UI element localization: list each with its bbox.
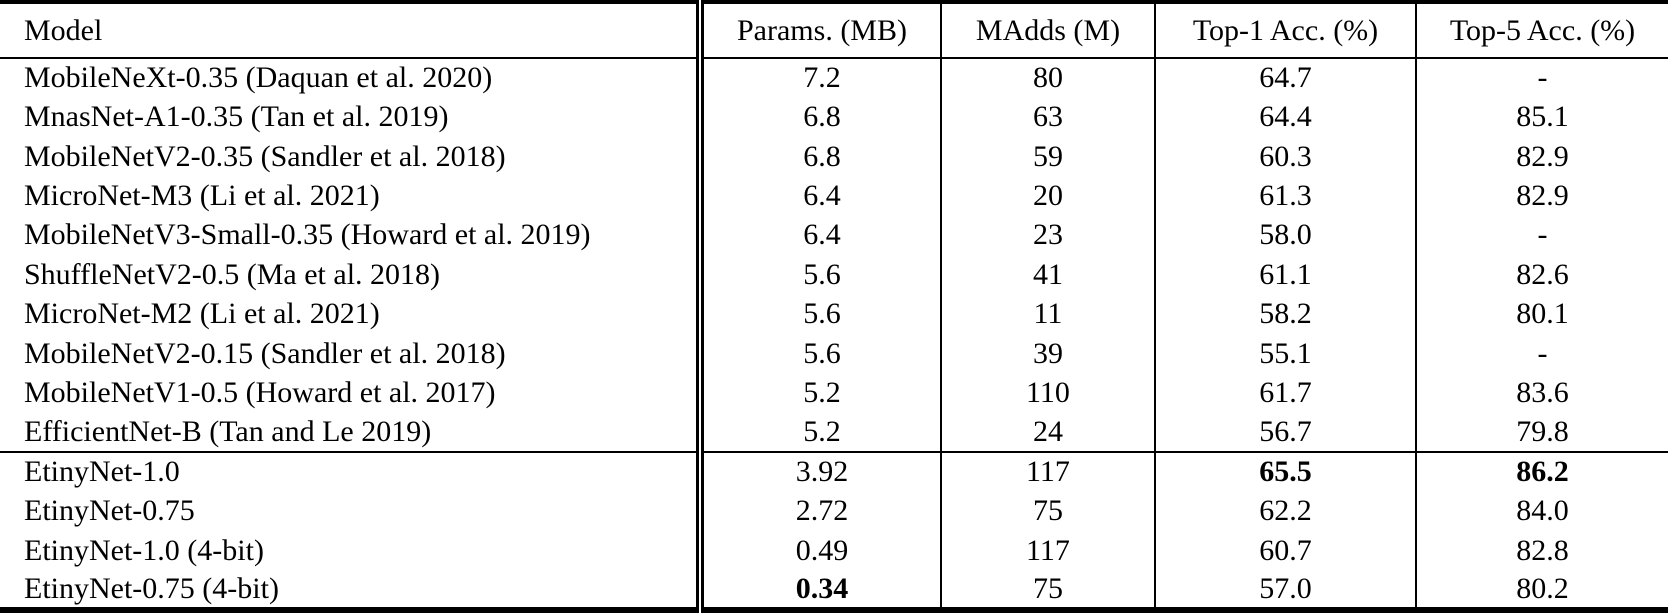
madds-cell: 75 xyxy=(941,491,1156,532)
baseline-models-group: MobileNeXt-0.35 (Daquan et al. 2020) 7.2… xyxy=(0,58,1668,453)
top1-cell: 64.4 xyxy=(1155,97,1417,137)
table-row: MicroNet-M2 (Li et al. 2021) 5.6 11 58.2… xyxy=(0,294,1668,334)
model-name-cell: EtinyNet-0.75 xyxy=(0,491,704,532)
top1-cell: 62.2 xyxy=(1155,491,1417,532)
top1-cell: 60.3 xyxy=(1155,136,1417,177)
params-cell: 3.92 xyxy=(700,452,942,492)
top5-cell: 85.1 xyxy=(1516,100,1569,134)
table-row: EtinyNet-1.0 (4-bit) 0.49 117 60.7 82.8 xyxy=(0,531,1668,571)
model-name-cell: MobileNetV1-0.5 (Howard et al. 2017) xyxy=(0,373,704,413)
params-cell: 5.2 xyxy=(700,412,942,453)
params-cell: 0.34 xyxy=(700,570,942,610)
model-name-cell: MobileNeXt-0.35 (Daquan et al. 2020) xyxy=(0,58,704,98)
etinynet-models-group: EtinyNet-1.0 3.92 117 65.5 86.2 EtinyNet… xyxy=(0,452,1668,610)
madds-cell: 75 xyxy=(941,570,1156,610)
top1-cell: 55.1 xyxy=(1155,333,1417,374)
table-row: MnasNet-A1-0.35 (Tan et al. 2019) 6.8 63… xyxy=(0,97,1668,137)
top1-cell: 58.2 xyxy=(1155,294,1417,334)
madds-cell: 23 xyxy=(941,215,1156,256)
column-header-top1: Top-1 Acc. (%) xyxy=(1155,2,1417,58)
top5-cell: 82.9 xyxy=(1516,178,1569,212)
top1-cell: 57.0 xyxy=(1155,570,1417,610)
column-header-model: Model xyxy=(0,2,704,58)
model-name-cell: MnasNet-A1-0.35 (Tan et al. 2019) xyxy=(0,97,704,137)
params-cell: 6.4 xyxy=(700,215,942,256)
header-row: Model Params. (MB) MAdds (M) Top-1 Acc. … xyxy=(0,2,1668,58)
table-row: MobileNetV3-Small-0.35 (Howard et al. 20… xyxy=(0,215,1668,256)
top1-cell: 61.7 xyxy=(1155,373,1417,413)
madds-cell: 80 xyxy=(941,58,1156,98)
model-name-cell: ShuffleNetV2-0.5 (Ma et al. 2018) xyxy=(0,255,704,295)
model-name-cell: EtinyNet-0.75 (4-bit) xyxy=(0,570,704,610)
table-row: MobileNeXt-0.35 (Daquan et al. 2020) 7.2… xyxy=(0,58,1668,98)
top1-cell: 65.5 xyxy=(1155,452,1417,492)
table-row: EtinyNet-1.0 3.92 117 65.5 86.2 xyxy=(0,452,1668,492)
model-name-cell: MicroNet-M3 (Li et al. 2021) xyxy=(0,176,704,216)
top5-cell: 80.2 xyxy=(1516,571,1569,605)
table-row: EfficientNet-B (Tan and Le 2019) 5.2 24 … xyxy=(0,412,1668,453)
top5-cell: 82.8 xyxy=(1516,533,1569,567)
table-row: MobileNetV2-0.35 (Sandler et al. 2018) 6… xyxy=(0,136,1668,177)
top1-cell: 61.1 xyxy=(1155,255,1417,295)
top1-cell: 64.7 xyxy=(1155,58,1417,98)
model-name-cell: MobileNetV2-0.15 (Sandler et al. 2018) xyxy=(0,333,704,374)
madds-cell: 41 xyxy=(941,255,1156,295)
model-name-cell: MobileNetV2-0.35 (Sandler et al. 2018) xyxy=(0,136,704,177)
madds-cell: 117 xyxy=(941,452,1156,492)
column-header-params: Params. (MB) xyxy=(700,2,942,58)
table-row: MobileNetV1-0.5 (Howard et al. 2017) 5.2… xyxy=(0,373,1668,413)
column-header-top5: Top-5 Acc. (%) xyxy=(1449,13,1636,47)
params-cell: 2.72 xyxy=(700,491,942,532)
model-name-cell: EfficientNet-B (Tan and Le 2019) xyxy=(0,412,704,453)
madds-cell: 11 xyxy=(941,294,1156,334)
top1-cell: 61.3 xyxy=(1155,176,1417,216)
params-cell: 0.49 xyxy=(700,531,942,571)
top5-cell: 86.2 xyxy=(1516,455,1569,489)
top5-cell: 84.0 xyxy=(1516,494,1569,528)
top5-cell: - xyxy=(1537,218,1548,252)
top1-cell: 60.7 xyxy=(1155,531,1417,571)
top5-cell: - xyxy=(1537,61,1548,95)
params-cell: 7.2 xyxy=(700,58,942,98)
table-row: EtinyNet-0.75 2.72 75 62.2 84.0 xyxy=(0,491,1668,532)
params-cell: 5.6 xyxy=(700,255,942,295)
table-row: MobileNetV2-0.15 (Sandler et al. 2018) 5… xyxy=(0,333,1668,374)
model-name-cell: EtinyNet-1.0 xyxy=(0,452,704,492)
top5-cell: 83.6 xyxy=(1516,376,1569,410)
top1-cell: 56.7 xyxy=(1155,412,1417,453)
params-cell: 5.6 xyxy=(700,333,942,374)
madds-cell: 24 xyxy=(941,412,1156,453)
model-name-cell: MobileNetV3-Small-0.35 (Howard et al. 20… xyxy=(0,215,704,256)
top5-cell: 82.6 xyxy=(1516,257,1569,291)
madds-cell: 39 xyxy=(941,333,1156,374)
params-cell: 5.2 xyxy=(700,373,942,413)
params-cell: 6.4 xyxy=(700,176,942,216)
top1-cell: 58.0 xyxy=(1155,215,1417,256)
model-name-cell: MicroNet-M2 (Li et al. 2021) xyxy=(0,294,704,334)
table-row: EtinyNet-0.75 (4-bit) 0.34 75 57.0 80.2 xyxy=(0,570,1668,610)
model-name-cell: EtinyNet-1.0 (4-bit) xyxy=(0,531,704,571)
top5-cell: 80.1 xyxy=(1516,297,1569,331)
params-cell: 6.8 xyxy=(700,136,942,177)
top5-cell: - xyxy=(1537,336,1548,370)
madds-cell: 110 xyxy=(941,373,1156,413)
madds-cell: 63 xyxy=(941,97,1156,137)
madds-cell: 59 xyxy=(941,136,1156,177)
params-cell: 5.6 xyxy=(700,294,942,334)
madds-cell: 117 xyxy=(941,531,1156,571)
table-row: ShuffleNetV2-0.5 (Ma et al. 2018) 5.6 41… xyxy=(0,255,1668,295)
params-cell: 6.8 xyxy=(700,97,942,137)
table-row: MicroNet-M3 (Li et al. 2021) 6.4 20 61.3… xyxy=(0,176,1668,216)
top5-cell: 82.9 xyxy=(1516,139,1569,173)
column-header-madds: MAdds (M) xyxy=(941,2,1156,58)
madds-cell: 20 xyxy=(941,176,1156,216)
table-header: Model Params. (MB) MAdds (M) Top-1 Acc. … xyxy=(0,2,1668,58)
top5-cell: 79.8 xyxy=(1516,415,1569,449)
